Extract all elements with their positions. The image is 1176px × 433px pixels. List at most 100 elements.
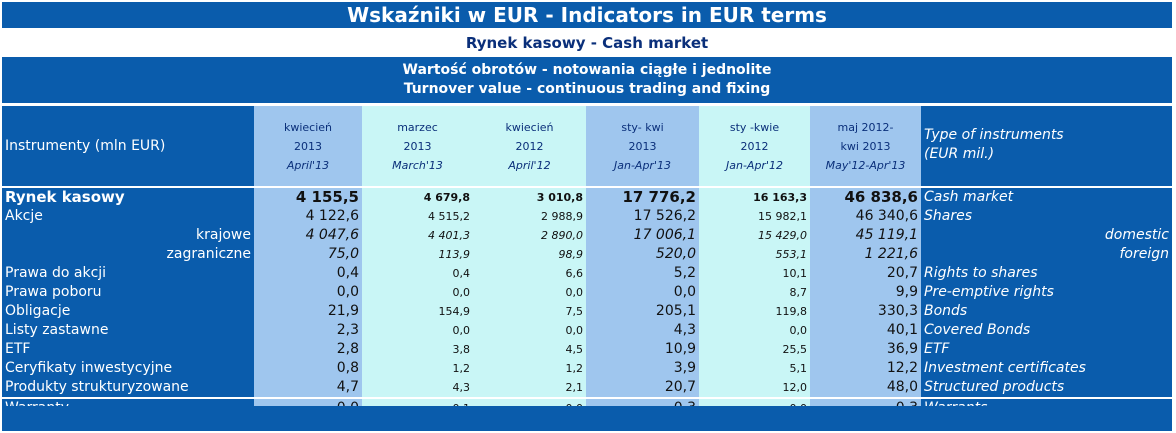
table-body: Rynek kasowy 4 155,5 4 679,8 3 010,8 17 776,… — [2, 188, 1172, 418]
footer-bar — [2, 406, 1172, 431]
page-title: Wskaźniki w EUR - Indicators in EUR term… — [2, 2, 1172, 28]
value-cell: 7,5 — [473, 302, 586, 321]
value-cell: 75,0 — [254, 245, 362, 264]
value-cell: 5,2 — [586, 264, 699, 283]
value-cell: 3,9 — [586, 359, 699, 378]
value-cell: 520,0 — [586, 245, 699, 264]
value-cell: 4,3 — [586, 321, 699, 340]
column-header: kwiecień 2012 April'12 — [473, 106, 586, 186]
value-cell: 48,0 — [810, 378, 921, 397]
value-cell: 205,1 — [586, 302, 699, 321]
value-cell: 2 890,0 — [473, 226, 586, 245]
value-cell: 1,2 — [362, 359, 473, 378]
row-label-en: Rights to shares — [921, 264, 1172, 283]
value-cell: 3 010,8 — [473, 188, 586, 207]
value-cell: 4 515,2 — [362, 207, 473, 226]
value-cell: 1,2 — [473, 359, 586, 378]
value-cell: 3,8 — [362, 340, 473, 359]
value-cell: 46 838,6 — [810, 188, 921, 207]
row-label-pl: ETF — [2, 340, 254, 359]
value-cell: 17 006,1 — [586, 226, 699, 245]
value-cell: 330,3 — [810, 302, 921, 321]
value-cell: 0,0 — [699, 321, 810, 340]
section-header: Wartość obrotów - notowania ciągłe i jed… — [2, 57, 1172, 103]
row-label-pl: Produkty strukturyzowane — [2, 378, 254, 397]
table-row: Prawa poboru 0,0 0,0 0,0 0,0 8,7 9,9 Pre-emptiv… — [2, 283, 1172, 302]
row-label-en: Covered Bonds — [921, 321, 1172, 340]
row-label-en: Cash market — [921, 188, 1172, 207]
value-cell: 4 122,6 — [254, 207, 362, 226]
table-row: zagraniczne 75,0 113,9 98,9 520,0 553,1 1 221,… — [2, 245, 1172, 264]
value-cell: 0,0 — [586, 283, 699, 302]
row-label-en: foreign — [921, 245, 1172, 264]
row-label-pl: Listy zastawne — [2, 321, 254, 340]
value-cell: 0,0 — [362, 321, 473, 340]
table-row: Obligacje 21,9 154,9 7,5 205,1 119,8 330,3 Bond… — [2, 302, 1172, 321]
table-row: Produkty strukturyzowane 4,7 4,3 2,1 20,7 12,… — [2, 378, 1172, 397]
value-cell: 46 340,6 — [810, 207, 921, 226]
value-cell: 12,0 — [699, 378, 810, 397]
value-cell: 1 221,6 — [810, 245, 921, 264]
value-cell: 0,0 — [254, 283, 362, 302]
page-subtitle: Rynek kasowy - Cash market — [2, 31, 1172, 56]
table-row: Listy zastawne 2,3 0,0 0,0 4,3 0,0 40,1 Covered… — [2, 321, 1172, 340]
value-cell: 45 119,1 — [810, 226, 921, 245]
value-cell: 154,9 — [362, 302, 473, 321]
column-header: sty- kwi 2013 Jan-Apr'13 — [586, 106, 699, 186]
column-header: maj 2012- kwi 2013 May'12-Apr'13 — [810, 106, 921, 186]
value-cell: 0,4 — [362, 264, 473, 283]
value-cell: 2,8 — [254, 340, 362, 359]
value-cell: 6,6 — [473, 264, 586, 283]
value-cell: 10,1 — [699, 264, 810, 283]
value-cell: 17 776,2 — [586, 188, 699, 207]
value-cell: 0,0 — [473, 283, 586, 302]
row-label-pl: Akcje — [2, 207, 254, 226]
instruments-header-pl: Instrumenty (mln EUR) — [2, 106, 254, 186]
value-cell: 4,3 — [362, 378, 473, 397]
value-cell: 15 429,0 — [699, 226, 810, 245]
value-cell: 5,1 — [699, 359, 810, 378]
value-cell: 4,7 — [254, 378, 362, 397]
table-row: Rynek kasowy 4 155,5 4 679,8 3 010,8 17 776,… — [2, 188, 1172, 207]
value-cell: 4 155,5 — [254, 188, 362, 207]
value-cell: 20,7 — [810, 264, 921, 283]
value-cell: 553,1 — [699, 245, 810, 264]
value-cell: 20,7 — [586, 378, 699, 397]
value-cell: 4 047,6 — [254, 226, 362, 245]
value-cell: 0,4 — [254, 264, 362, 283]
column-header: sty -kwie 2012 Jan-Apr'12 — [699, 106, 810, 186]
table-row: Prawa do akcji 0,4 0,4 6,6 5,2 10,1 20,7 Rights… — [2, 264, 1172, 283]
table-row: krajowe 4 047,6 4 401,3 2 890,0 17 006,1 15 4… — [2, 226, 1172, 245]
value-cell: 2,3 — [254, 321, 362, 340]
table-row: Ceryfikaty inwestycyjne 0,8 1,2 1,2 3,9 5,1 12… — [2, 359, 1172, 378]
value-cell: 21,9 — [254, 302, 362, 321]
value-cell: 2 988,9 — [473, 207, 586, 226]
turnover-table: Instrumenty (mln EUR) kwiecień 2013 April'… — [2, 106, 1172, 418]
value-cell: 15 982,1 — [699, 207, 810, 226]
value-cell: 16 163,3 — [699, 188, 810, 207]
row-label-pl: Rynek kasowy — [2, 188, 254, 207]
value-cell: 10,9 — [586, 340, 699, 359]
value-cell: 4,5 — [473, 340, 586, 359]
value-cell: 0,0 — [362, 283, 473, 302]
row-label-en: Bonds — [921, 302, 1172, 321]
value-cell: 4 401,3 — [362, 226, 473, 245]
table-row: ETF 2,8 3,8 4,5 10,9 25,5 36,9 ETF — [2, 340, 1172, 359]
row-label-pl: Prawa do akcji — [2, 264, 254, 283]
value-cell: 36,9 — [810, 340, 921, 359]
column-header: kwiecień 2013 April'13 — [254, 106, 362, 186]
value-cell: 98,9 — [473, 245, 586, 264]
value-cell: 8,7 — [699, 283, 810, 302]
value-cell: 17 526,2 — [586, 207, 699, 226]
row-label-en: ETF — [921, 340, 1172, 359]
value-cell: 9,9 — [810, 283, 921, 302]
table-header-row: Instrumenty (mln EUR) kwiecień 2013 April'… — [2, 106, 1172, 186]
instruments-header-en: Type of instruments (EUR mil.) — [921, 106, 1172, 186]
value-cell: 0,8 — [254, 359, 362, 378]
value-cell: 2,1 — [473, 378, 586, 397]
row-label-en: Pre-emptive rights — [921, 283, 1172, 302]
value-cell: 119,8 — [699, 302, 810, 321]
row-label-en: Structured products — [921, 378, 1172, 397]
row-label-pl: Prawa poboru — [2, 283, 254, 302]
